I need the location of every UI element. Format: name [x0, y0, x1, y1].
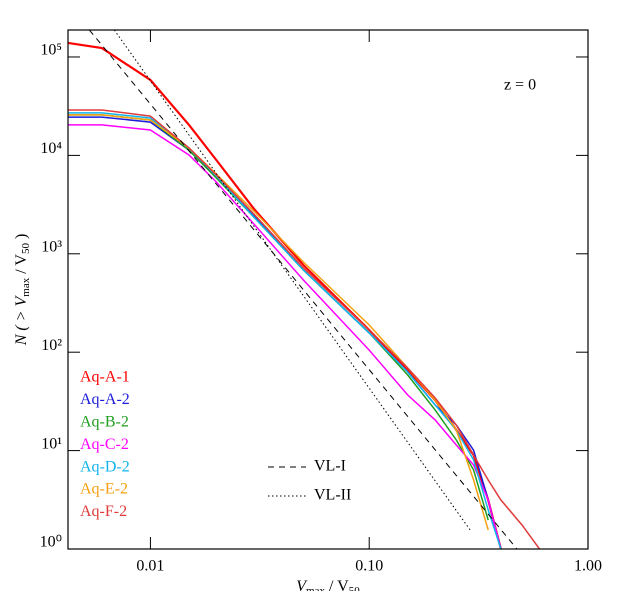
- series-line: [68, 114, 489, 531]
- legend-label: Aq-B-2: [80, 413, 129, 430]
- legend-label: Aq-D-2: [80, 458, 130, 475]
- annotation: z = 0: [504, 77, 536, 94]
- y-tick-label: 10³: [41, 238, 62, 255]
- legend-label: Aq-A-1: [80, 369, 130, 386]
- y-axis-label: N ( > Vmax / V50 ): [13, 234, 32, 347]
- x-axis-label-part: / V: [325, 578, 349, 591]
- legend-label: Aq-E-2: [80, 481, 128, 498]
- y-tick-label: 10⁰: [40, 534, 62, 551]
- series-line: [68, 112, 502, 549]
- x-tick-label: 0.01: [136, 558, 164, 575]
- series-line: [113, 30, 471, 531]
- y-tick-label: 10¹: [41, 435, 62, 452]
- series-line: [68, 109, 541, 549]
- y-tick-label: 10²: [41, 337, 62, 354]
- x-axis-label: Vmax / V50: [296, 578, 360, 591]
- y-axis-label-part: max: [20, 277, 32, 296]
- plot-area: [68, 30, 541, 549]
- y-axis-label-part: N ( > V: [13, 294, 30, 346]
- legend-label: Aq-F-2: [80, 503, 127, 520]
- series-line: [68, 114, 489, 521]
- y-axis-label-part: 50: [20, 243, 32, 255]
- legend-label: VL-I: [314, 458, 346, 475]
- x-axis-label-part: 50: [349, 585, 361, 591]
- x-axis-label-part: V: [296, 578, 308, 591]
- legend-label: Aq-A-2: [80, 391, 130, 408]
- series-line: [89, 30, 518, 549]
- legend-label: Aq-C-2: [80, 436, 129, 453]
- series-line: [68, 124, 502, 549]
- x-tick-label: 1.00: [574, 558, 602, 575]
- series-line: [68, 116, 502, 549]
- x-axis-label-part: max: [306, 585, 325, 591]
- y-axis-label-part: ): [13, 234, 30, 243]
- y-axis-label-part: / V: [13, 254, 30, 278]
- y-tick-label: 10⁵: [40, 42, 62, 59]
- plot-frame: [67, 29, 589, 550]
- legend-label: VL-II: [314, 487, 351, 504]
- y-tick-label: 10⁴: [40, 140, 62, 157]
- x-tick-label: 0.10: [355, 558, 383, 575]
